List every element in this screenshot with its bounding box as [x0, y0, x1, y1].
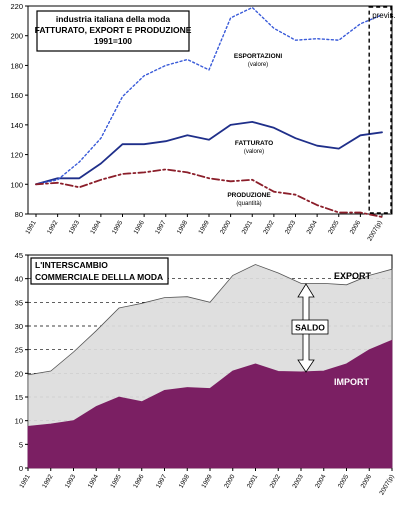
top-x-tick-label: 2004 [306, 219, 319, 235]
top-y-tick-label: 100 [10, 180, 23, 189]
bottom-y-tick-label: 25 [15, 346, 23, 355]
series-sublabel-fatturato: (valore) [244, 149, 264, 155]
bottom-x-tick-label: 2002 [269, 473, 282, 489]
bottom-x-tick-label: 1999 [200, 473, 213, 489]
bottom-x-tick-label: 2006 [360, 473, 373, 489]
top-x-tick-label: 1993 [68, 219, 81, 235]
index-line-chart: 80 100 120 140 160 180 200 220 1991 1992 1993 1994 1… [10, 2, 395, 242]
series-label-fatturato: FATTURATO [235, 140, 273, 147]
top-y-tick-label: 160 [10, 91, 23, 100]
bottom-y-tick-label: 0 [19, 464, 23, 473]
top-x-tick-label: 2003 [284, 219, 297, 235]
top-title-line-3: 1991=100 [94, 36, 132, 46]
series-sublabel-produzione: (quantità) [236, 201, 261, 207]
top-title-line-2: FATTURATO, EXPORT E PRODUZIONE [35, 25, 192, 35]
top-x-tick-label: 1995 [111, 219, 124, 235]
series-label-produzione: PRODUZIONE [227, 192, 271, 199]
forecast-label: previs. [372, 11, 396, 20]
bottom-x-tick-label: 2000 [223, 473, 236, 489]
series-line-produzione [35, 168, 383, 218]
bottom-title-box [30, 257, 169, 285]
top-x-tick-label: 1992 [46, 219, 59, 235]
saldo-label: SALDO [295, 323, 325, 333]
bottom-y-tick-label: 15 [15, 393, 23, 402]
series-label-esportazioni: ESPORTAZIONI [234, 53, 282, 60]
bottom-y-tick-label: 45 [15, 251, 23, 260]
top-y-tick-label: 140 [10, 121, 23, 130]
top-x-tick-label: 2005 [327, 219, 340, 235]
bottom-title-line-2: COMMERCIALE DELLLA MODA [35, 272, 163, 282]
bottom-x-tick-label: 1993 [64, 473, 77, 489]
top-x-tick-label: 1996 [133, 219, 146, 235]
bottom-x-tick-label: 1991 [18, 473, 31, 489]
top-x-tick-label: 1999 [197, 219, 210, 235]
bottom-y-tick-label: 5 [19, 440, 23, 449]
series-line-esportazioni [35, 6, 383, 186]
bottom-x-tick-label: 2003 [291, 473, 304, 489]
bottom-y-tick-label: 20 [15, 369, 23, 378]
bottom-y-tick-label: 30 [15, 322, 23, 331]
top-x-tick-label: 2006 [349, 219, 362, 235]
bottom-x-tick-label: 1997 [155, 473, 168, 489]
bottom-x-tick-label: 2005 [337, 473, 350, 489]
bottom-x-tick-label: 1992 [41, 473, 54, 489]
top-y-tick-label: 220 [10, 2, 23, 11]
top-x-tick-label: 1997 [154, 219, 167, 235]
series-label-export: EXPORT [334, 271, 372, 281]
forecast-box [368, 6, 392, 214]
bottom-x-tick-label: 1998 [178, 473, 191, 489]
bottom-title-line-1: L'INTERSCAMBIO [35, 260, 108, 270]
series-line-fatturato [35, 121, 383, 186]
top-y-tick-label: 80 [15, 210, 23, 219]
bottom-x-tick-label: 2004 [314, 473, 327, 489]
top-title-line-1: industria italiana della moda [56, 14, 171, 24]
top-series-lines [35, 6, 383, 218]
series-label-import: IMPORT [334, 377, 370, 387]
bottom-series-areas [27, 264, 393, 469]
top-x-tick-label: 2007(p) [366, 220, 383, 243]
top-title-box [36, 10, 190, 52]
bottom-x-tick-label: 1994 [87, 473, 100, 489]
top-y-tick-label: 180 [10, 61, 23, 70]
trade-area-chart: 0 5 10 15 20 25 30 35 40 45 1991 1992 1993 1994 1995 19… [15, 251, 396, 496]
top-x-tick-label: 2001 [241, 219, 254, 235]
top-x-tick-label: 1991 [24, 219, 37, 235]
bottom-x-tick-label: 2007(p) [378, 474, 395, 497]
series-sublabel-esportazioni: (valore) [248, 62, 268, 68]
series-area-import [27, 339, 393, 469]
bottom-x-tick-label: 1995 [109, 473, 122, 489]
bottom-y-tick-label: 35 [15, 298, 23, 307]
bottom-y-tick-label: 40 [15, 275, 23, 284]
top-x-tick-label: 1994 [89, 219, 102, 235]
top-x-tick-label: 1998 [176, 219, 189, 235]
bottom-x-tick-label: 1996 [132, 473, 145, 489]
top-x-tick-label: 2002 [262, 219, 275, 235]
top-y-tick-label: 120 [10, 151, 23, 160]
saldo-label-box [291, 319, 329, 335]
bottom-y-tick-label: 10 [15, 417, 23, 426]
bottom-x-tick-label: 2001 [246, 473, 259, 489]
top-y-tick-label: 200 [10, 32, 23, 41]
top-x-tick-label: 2000 [219, 219, 232, 235]
